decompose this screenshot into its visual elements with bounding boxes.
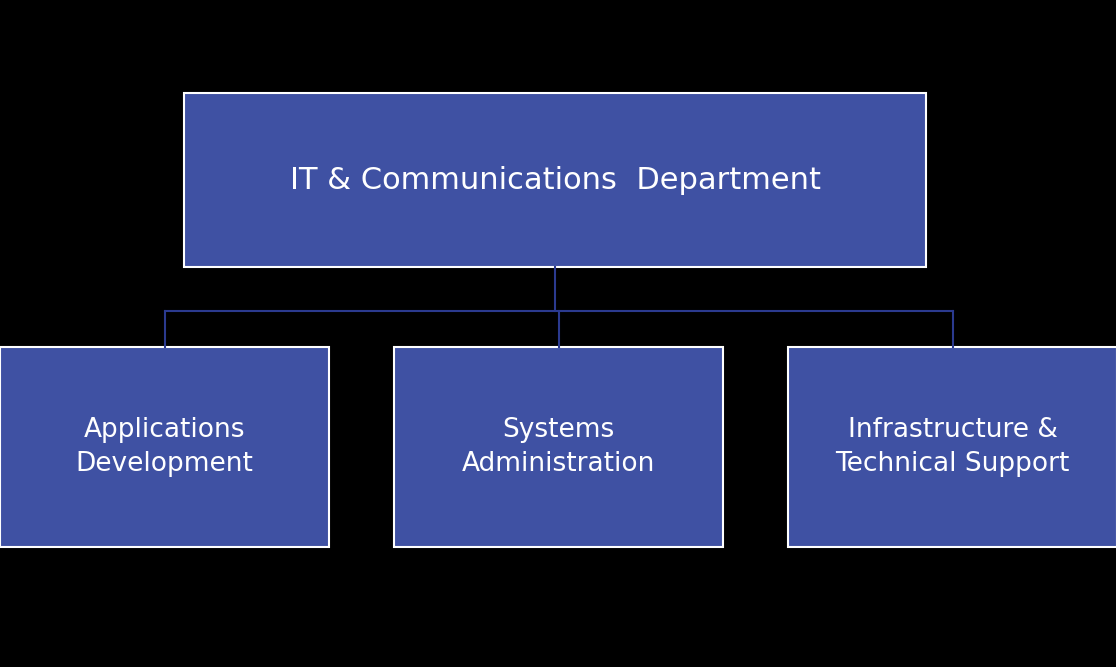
- FancyBboxPatch shape: [394, 347, 723, 547]
- Text: Systems
Administration: Systems Administration: [462, 417, 655, 477]
- FancyBboxPatch shape: [788, 347, 1116, 547]
- Text: Infrastructure &
Technical Support: Infrastructure & Technical Support: [835, 417, 1070, 477]
- FancyBboxPatch shape: [184, 93, 926, 267]
- Text: IT & Communications  Department: IT & Communications Department: [290, 165, 820, 195]
- Text: Applications
Development: Applications Development: [76, 417, 253, 477]
- FancyBboxPatch shape: [0, 347, 329, 547]
